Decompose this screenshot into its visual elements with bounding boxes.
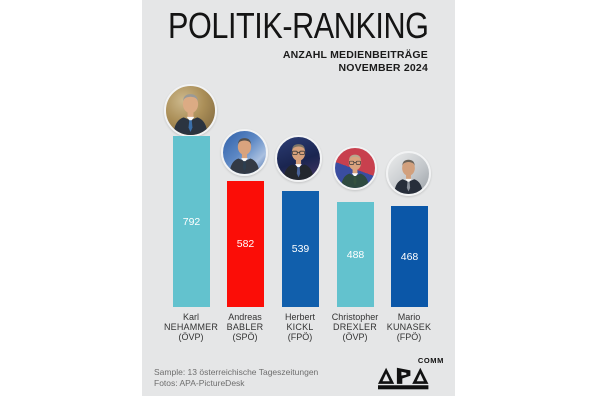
axis-label-kunasek: Mario KUNASEK (FPÖ) — [375, 312, 443, 342]
bar-babler: 582 — [227, 181, 264, 307]
avatar-karl-nehammer — [164, 84, 217, 137]
person-party: (FPÖ) — [396, 332, 422, 342]
person-first-name: Karl — [182, 312, 199, 322]
bar-value: 582 — [236, 238, 255, 250]
person-first-name: Andreas — [228, 312, 262, 322]
person-photo-icon — [283, 144, 314, 180]
bar-drexler: 488 — [337, 202, 374, 307]
chart-subtitle-line1: ANZAHL MEDIENBEITRÄGE — [282, 49, 428, 61]
person-photo-icon — [229, 138, 260, 174]
bar-kickl: 539 — [282, 191, 319, 307]
person-last-name: BABLER — [226, 322, 264, 332]
avatar-herbert-kickl — [275, 135, 322, 182]
bar-kunasek: 468 — [391, 206, 428, 307]
person-last-name: DREXLER — [333, 322, 377, 332]
axis-label-kickl: Herbert KICKL (FPÖ) — [266, 312, 334, 342]
bar-nehammer: 792 — [173, 136, 210, 307]
chart-title-text: POLITIK-RANKING — [168, 5, 429, 46]
avatar-mario-kunasek — [386, 151, 431, 196]
bar-value: 488 — [346, 248, 365, 261]
avatar-christopher-drexler — [333, 146, 377, 190]
person-party: (ÖVP) — [342, 332, 368, 342]
person-first-name: Christopher — [331, 312, 379, 322]
apa-comm-label: COMM — [417, 356, 444, 365]
chart-title: POLITIK-RANKING — [142, 4, 455, 48]
apa-comm-logo: COMM — [376, 356, 444, 392]
chart-subtitle: ANZAHL MEDIENBEITRÄGE NOVEMBER 2024 — [283, 49, 428, 75]
person-first-name: Mario — [397, 312, 421, 322]
footer-sample-line: Sample: 13 österreichische Tageszeitunge… — [154, 367, 319, 377]
axis-label-nehammer: Karl NEHAMMER (ÖVP) — [157, 312, 225, 342]
person-last-name: NEHAMMER — [163, 322, 219, 332]
infographic-poster: POLITIK-RANKING ANZAHL MEDIENBEITRÄGE NO… — [142, 0, 455, 396]
person-party: (FPÖ) — [287, 332, 313, 342]
footer-note: Sample: 13 österreichische Tageszeitunge… — [154, 367, 318, 389]
person-photo-icon — [173, 94, 208, 135]
axis-label-drexler: Christopher DREXLER (ÖVP) — [321, 312, 389, 342]
person-last-name: KUNASEK — [386, 322, 432, 332]
apa-logo-icon — [378, 367, 429, 390]
footer-photos-line: Fotos: APA-PictureDesk — [154, 378, 245, 388]
chart-subtitle-line2: NOVEMBER 2024 — [338, 62, 428, 74]
bar-value: 539 — [291, 243, 310, 255]
person-last-name: KICKL — [286, 322, 314, 332]
person-photo-icon — [394, 159, 423, 194]
axis-label-babler: Andreas BABLER (SPÖ) — [211, 312, 279, 342]
person-party: (ÖVP) — [178, 332, 204, 342]
person-first-name: Herbert — [284, 312, 315, 322]
bar-value: 792 — [182, 215, 201, 228]
person-party: (SPÖ) — [232, 332, 258, 342]
bar-value: 468 — [400, 250, 419, 263]
avatar-andreas-babler — [221, 129, 268, 176]
person-photo-icon — [341, 154, 369, 188]
